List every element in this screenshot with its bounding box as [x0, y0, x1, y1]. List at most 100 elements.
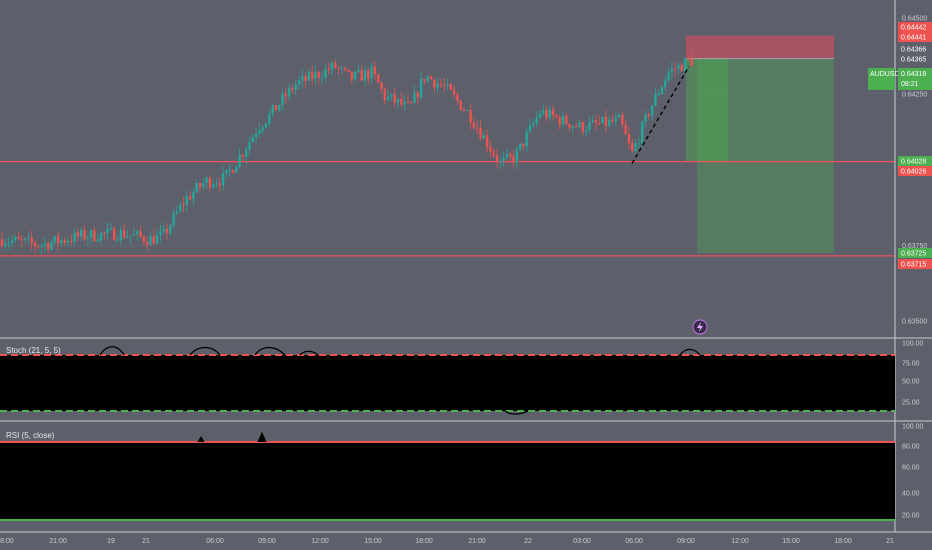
candle-68 [225, 170, 228, 179]
price-axis-label-1: 0.64250 [902, 91, 927, 98]
candle-156 [515, 146, 518, 169]
candle-126 [416, 90, 419, 105]
candle-52 [172, 209, 175, 229]
time-axis-label-15: 15:00 [782, 538, 800, 545]
candle-196 [647, 112, 650, 120]
candle-59 [195, 179, 198, 194]
lightning-icon[interactable] [692, 319, 708, 335]
candle-88 [291, 84, 294, 94]
candle-130 [429, 74, 433, 80]
candle-162 [535, 111, 538, 128]
candle-33 [109, 222, 113, 231]
candle-42 [139, 226, 142, 239]
time-axis-label-8: 18:00 [415, 538, 433, 545]
candle-123 [406, 94, 410, 104]
candle-63 [208, 175, 212, 192]
rsi-title[interactable]: RSI (5, close) [6, 431, 55, 440]
candle-69 [228, 164, 231, 178]
candle-192 [634, 139, 637, 155]
current-price: 0.64318 [901, 71, 926, 78]
symbol-price-tag[interactable]: AUDUSD [868, 68, 900, 90]
horizontal-levels[interactable] [0, 161, 895, 257]
time-axis-label-2: 19 [107, 538, 115, 545]
candle-107 [353, 70, 357, 82]
price-tag-6: 0.63725 [898, 248, 932, 258]
candle-58 [192, 187, 195, 206]
candle-47 [155, 228, 159, 244]
candle-87 [287, 82, 291, 102]
candle-194 [641, 119, 644, 150]
candle-12 [40, 243, 43, 255]
candle-26 [86, 234, 89, 246]
candle-166 [548, 105, 551, 121]
candle-133 [439, 78, 443, 88]
candle-30 [99, 231, 103, 245]
candle-92 [304, 72, 307, 88]
candle-184 [608, 115, 611, 128]
candle-136 [449, 82, 452, 91]
candle-198 [654, 87, 657, 107]
candle-1 [4, 238, 7, 251]
time-axis-label-5: 09:00 [258, 538, 276, 545]
candle-118 [390, 93, 393, 102]
candle-208 [687, 56, 690, 62]
candle-199 [657, 89, 660, 98]
candle-100 [330, 60, 334, 76]
candle-131 [433, 78, 436, 93]
candle-141 [466, 109, 469, 112]
candle-152 [502, 151, 505, 167]
position-zones[interactable] [686, 35, 834, 253]
candle-38 [126, 229, 129, 239]
candle-114 [377, 73, 380, 84]
stoch-axis-label-2: 50.00 [902, 379, 920, 386]
candle-178 [588, 116, 591, 134]
candle-14 [47, 241, 50, 254]
candle-128 [423, 78, 426, 85]
candle-161 [532, 119, 535, 129]
candle-24 [80, 227, 83, 242]
candle-84 [278, 104, 281, 113]
candle-35 [116, 235, 119, 242]
candlestick-series [0, 53, 693, 255]
candle-90 [297, 75, 301, 90]
candle-23 [76, 228, 80, 242]
rsi-axis-label-2: 60.00 [902, 465, 920, 472]
candle-34 [113, 226, 116, 241]
stoch-dip [504, 410, 529, 415]
symbol-label: AUDUSD [870, 71, 900, 78]
candle-0 [0, 232, 4, 249]
candle-181 [598, 115, 601, 126]
candle-64 [212, 178, 215, 190]
price-tag-4: 0.64028 [898, 156, 932, 166]
time-axis-label-0: 18:00 [0, 538, 14, 545]
candle-9 [30, 230, 33, 250]
time-axis-label-6: 12:00 [311, 538, 329, 545]
candle-146 [482, 132, 485, 139]
candle-165 [545, 105, 548, 122]
countdown: 08:21 [901, 81, 919, 88]
candle-19 [63, 237, 66, 246]
candle-168 [555, 114, 558, 119]
candle-173 [571, 125, 575, 133]
candle-71 [235, 166, 238, 173]
candle-70 [231, 169, 235, 174]
candle-186 [614, 112, 617, 127]
candle-193 [637, 136, 641, 149]
price-tag-0: 0.64442 [898, 22, 932, 32]
candle-61 [202, 178, 205, 191]
stoch-title[interactable]: Stoch (21, 5, 5) [6, 346, 61, 355]
candle-116 [383, 87, 386, 105]
stoch-axis-label-3: 25.00 [902, 400, 920, 407]
trend-line[interactable] [631, 66, 690, 164]
candle-2 [7, 236, 10, 250]
time-axis-label-12: 06:00 [625, 538, 643, 545]
candle-50 [165, 223, 169, 240]
candle-81 [268, 109, 271, 128]
candle-5 [17, 231, 20, 240]
candle-79 [261, 125, 264, 135]
candle-44 [146, 235, 149, 251]
time-axis[interactable]: 18:00 21:00 19 21 06:00 09:00 12:00 15:00 18:00 2… [0, 538, 894, 545]
candle-3 [10, 234, 14, 248]
price-axis[interactable]: 0.645000.642500.640000.637500.635000.644… [898, 16, 932, 326]
